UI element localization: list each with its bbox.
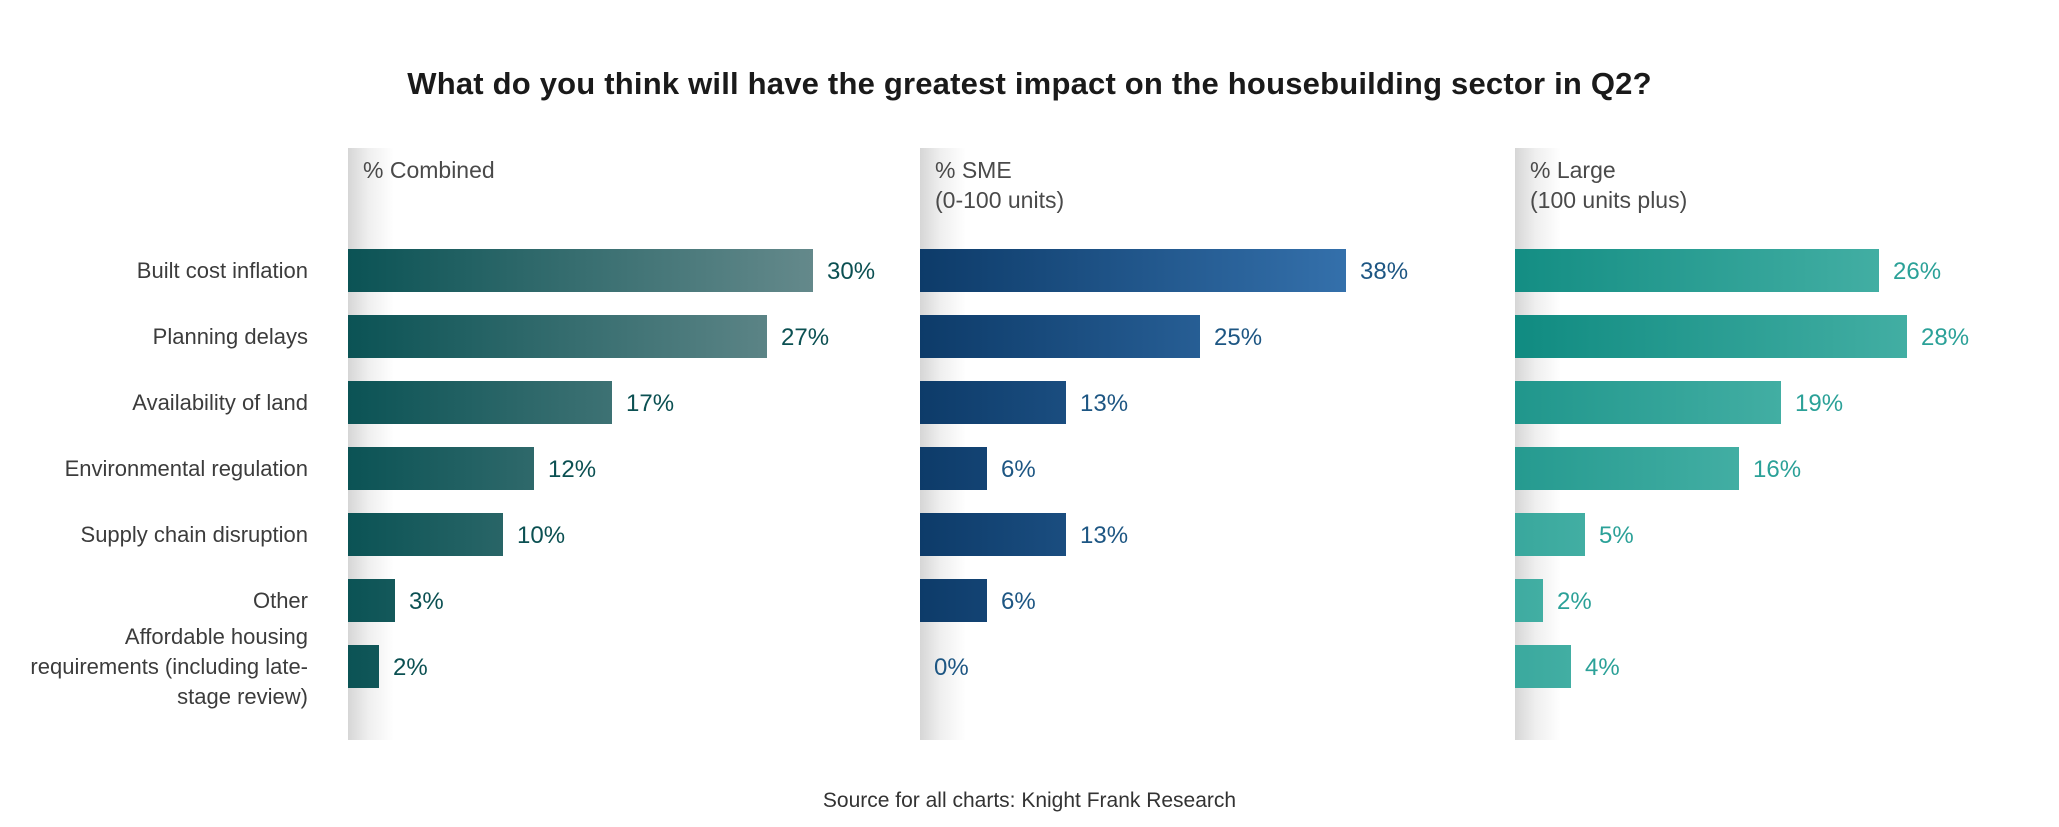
bar-value-label: 38% (1360, 258, 1409, 285)
bar (920, 315, 1200, 358)
bar-row: 2% (1515, 579, 2059, 622)
bar (920, 249, 1346, 292)
bar (1515, 645, 1571, 688)
chart-title: What do you think will have the greatest… (407, 66, 1652, 101)
bar-row: 6% (920, 579, 1500, 622)
category-label: Supply chain disruption (80, 521, 308, 547)
bar-value-label: 17% (626, 390, 675, 417)
bar-value-label: 25% (1214, 324, 1263, 351)
bar-value-label: 0% (934, 654, 969, 681)
bar (348, 315, 767, 358)
bar-row: 10% (348, 513, 908, 556)
bar-value-label: 19% (1795, 390, 1844, 417)
bar (1515, 513, 1585, 556)
source-note: Source for all charts: Knight Frank Rese… (822, 789, 1237, 812)
bar-row: 5% (1515, 513, 2059, 556)
bar-row: 17% (348, 381, 908, 424)
bar-row: 26% (1515, 249, 2059, 292)
bar-row: 25% (920, 315, 1500, 358)
bar-value-label: 16% (1753, 456, 1802, 483)
bar-row: 27% (348, 315, 908, 358)
bar (1515, 579, 1543, 622)
bar-row: 0% (920, 645, 1500, 688)
category-label: Affordable housing requirements (includi… (30, 623, 308, 709)
panel-sme: % SME (0-100 units) 38% 25% 13% 6% 13% 6% 0% (920, 148, 1500, 740)
category-labels: Built cost inflation Planning delays Avail… (0, 148, 308, 740)
bar (1515, 249, 1879, 292)
bar-value-label: 6% (1001, 588, 1036, 615)
bar-value-label: 13% (1080, 522, 1129, 549)
bar-value-label: 2% (393, 654, 428, 681)
bar-row: 28% (1515, 315, 2059, 358)
bar-value-label: 28% (1921, 324, 1970, 351)
bar-row: 6% (920, 447, 1500, 490)
category-label: Availability of land (132, 389, 308, 415)
category-label: Built cost inflation (136, 257, 308, 283)
bar (920, 447, 987, 490)
panel-title-combined: % Combined (363, 157, 495, 183)
bar-row: 30% (348, 249, 908, 292)
bar (1515, 447, 1739, 490)
bar-row: 19% (1515, 381, 2059, 424)
bar-value-label: 6% (1001, 456, 1036, 483)
panel-title-sme: % SME (0-100 units) (935, 157, 1065, 213)
category-label: Planning delays (152, 323, 308, 349)
category-label: Environmental regulation (64, 455, 308, 481)
bar-value-label: 13% (1080, 390, 1129, 417)
bar (348, 579, 395, 622)
panel-edge-shadow (1515, 148, 1561, 740)
bar (1515, 381, 1781, 424)
panel-edge-shadow (348, 148, 394, 740)
bar-value-label: 10% (517, 522, 566, 549)
bar (348, 447, 534, 490)
bar-row: 2% (348, 645, 908, 688)
bar (920, 381, 1066, 424)
bar-row: 38% (920, 249, 1500, 292)
bar-value-label: 30% (827, 258, 876, 285)
bar-row: 4% (1515, 645, 2059, 688)
bar (348, 645, 379, 688)
bar-value-label: 12% (548, 456, 597, 483)
bar (1515, 315, 1907, 358)
bar-row: 12% (348, 447, 908, 490)
category-label: Other (252, 587, 308, 613)
bar-value-label: 4% (1585, 654, 1620, 681)
panel-combined: % Combined 30% 27% 17% 12% 10% 3% 2% (348, 148, 908, 740)
panel-edge-shadow (920, 148, 966, 740)
bar-value-label: 3% (409, 588, 444, 615)
bar (348, 249, 813, 292)
bar-row: 16% (1515, 447, 2059, 490)
bar-row: 3% (348, 579, 908, 622)
bar-value-label: 26% (1893, 258, 1942, 285)
panel-title-large: % Large (100 units plus) (1530, 157, 1688, 213)
bar (920, 579, 987, 622)
panel-large: % Large (100 units plus) 26% 28% 19% 16% 5% 2… (1515, 148, 2059, 740)
bar (348, 513, 503, 556)
bar-row: 13% (920, 513, 1500, 556)
bar-value-label: 2% (1557, 588, 1592, 615)
bar-value-label: 5% (1599, 522, 1634, 549)
bar (348, 381, 612, 424)
bar (920, 513, 1066, 556)
bar-value-label: 27% (781, 324, 830, 351)
bar-row: 13% (920, 381, 1500, 424)
